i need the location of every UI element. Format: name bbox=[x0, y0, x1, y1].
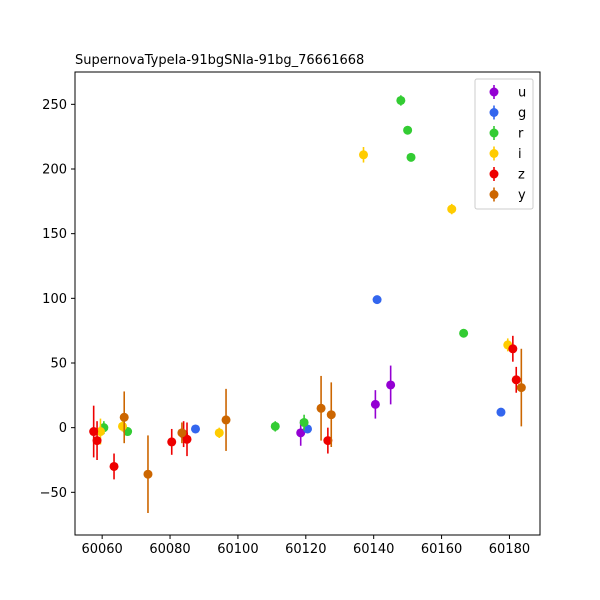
legend-item-u: u bbox=[489, 85, 526, 101]
y-tick-label: 100 bbox=[42, 292, 67, 307]
x-tick-label: 60080 bbox=[149, 542, 190, 557]
legend-marker bbox=[489, 87, 499, 97]
legend-label: u bbox=[518, 86, 526, 101]
legend-item-r: r bbox=[489, 126, 524, 142]
x-tick-label: 60180 bbox=[489, 542, 530, 557]
data-point bbox=[372, 295, 382, 305]
plot-area bbox=[74, 71, 541, 536]
data-point bbox=[459, 328, 469, 338]
legend-marker bbox=[489, 190, 499, 199]
data-point bbox=[496, 407, 506, 417]
data-point bbox=[326, 410, 336, 420]
legend-item-i: i bbox=[489, 146, 522, 162]
legend-marker bbox=[489, 128, 499, 138]
legend-marker bbox=[489, 169, 499, 179]
plot-frame bbox=[74, 71, 541, 536]
data-point bbox=[177, 428, 187, 438]
data-point bbox=[118, 421, 128, 431]
x-axis: 60060 60080 60100 60120 60140 60160 60180 bbox=[81, 535, 530, 557]
data-point bbox=[109, 461, 119, 471]
data-point bbox=[143, 469, 153, 479]
series-r bbox=[99, 95, 469, 437]
y-tick-label: 0 bbox=[59, 421, 67, 436]
x-tick-label: 60060 bbox=[81, 542, 122, 557]
series-layer bbox=[89, 95, 526, 514]
chart-title: SupernovaTypeIa-91bgSNIa-91bg_76661668 bbox=[75, 53, 364, 68]
data-point bbox=[359, 150, 369, 160]
data-point bbox=[386, 380, 396, 390]
series-y bbox=[119, 348, 526, 514]
data-point bbox=[447, 204, 457, 214]
legend-marker bbox=[489, 108, 499, 117]
data-point bbox=[508, 344, 518, 354]
series-z bbox=[89, 335, 521, 480]
x-tick-label: 60140 bbox=[353, 542, 394, 557]
y-axis: −50 0 50 100 150 200 250 bbox=[40, 98, 75, 501]
data-point bbox=[92, 436, 102, 446]
data-point bbox=[167, 437, 177, 447]
y-tick-label: 150 bbox=[42, 227, 67, 242]
data-point bbox=[190, 424, 200, 434]
data-point bbox=[270, 421, 280, 431]
series-i bbox=[95, 147, 513, 445]
data-point bbox=[396, 95, 406, 105]
data-point bbox=[316, 403, 326, 413]
legend-label: z bbox=[518, 168, 525, 183]
legend-item-z: z bbox=[489, 167, 525, 183]
x-tick-label: 60100 bbox=[217, 542, 258, 557]
legend-item-g: g bbox=[489, 105, 526, 121]
data-point bbox=[323, 436, 333, 446]
legend-label: i bbox=[518, 147, 522, 162]
x-tick-label: 60160 bbox=[421, 542, 462, 557]
data-point bbox=[299, 417, 309, 427]
data-point bbox=[406, 152, 416, 162]
data-point bbox=[182, 434, 192, 444]
data-point bbox=[370, 399, 380, 409]
data-point bbox=[119, 412, 129, 422]
legend-label: g bbox=[518, 106, 526, 121]
series-u bbox=[296, 365, 396, 446]
y-tick-label: 200 bbox=[42, 162, 67, 177]
data-point bbox=[403, 125, 413, 135]
data-point bbox=[95, 427, 105, 437]
y-tick-label: 250 bbox=[42, 98, 67, 113]
data-point bbox=[221, 415, 231, 425]
legend-label: r bbox=[518, 127, 524, 142]
legend-label: y bbox=[518, 188, 526, 203]
legend-item-y: y bbox=[489, 187, 526, 203]
data-point bbox=[511, 375, 521, 385]
data-point bbox=[89, 427, 99, 437]
data-point bbox=[214, 428, 224, 438]
x-tick-label: 60120 bbox=[285, 542, 326, 557]
y-tick-label: −50 bbox=[40, 486, 67, 501]
data-point bbox=[296, 428, 306, 438]
y-tick-label: 50 bbox=[50, 356, 67, 371]
legend-frame bbox=[474, 78, 534, 210]
series-g bbox=[190, 295, 506, 434]
legend-marker bbox=[489, 149, 499, 158]
data-point bbox=[516, 383, 526, 393]
